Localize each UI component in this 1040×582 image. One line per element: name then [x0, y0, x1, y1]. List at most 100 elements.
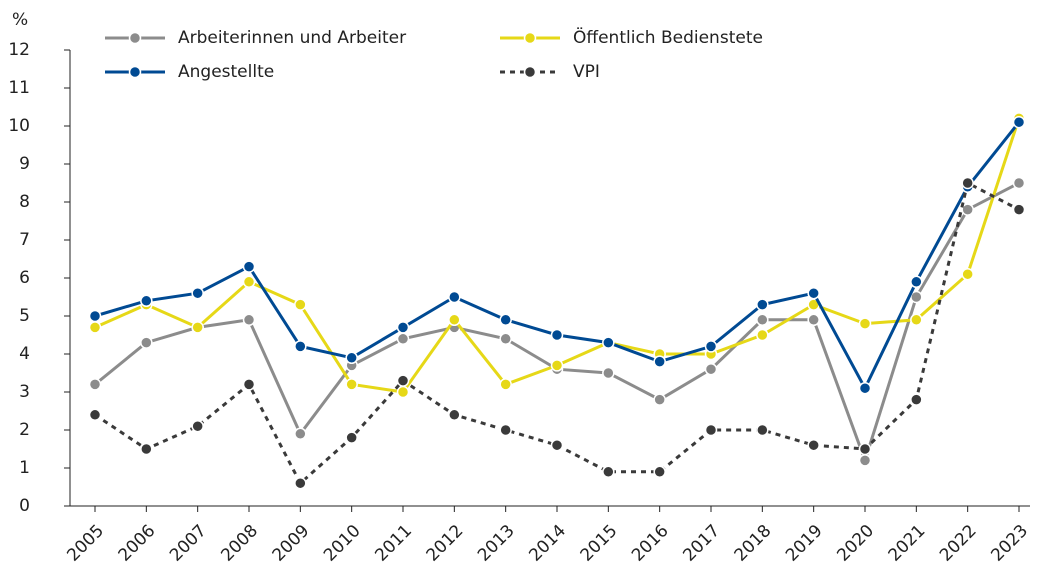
point [653, 465, 666, 479]
y-tick-label: 7 [19, 230, 30, 250]
point [807, 286, 820, 300]
point [448, 313, 461, 327]
point [602, 336, 615, 349]
point [191, 321, 204, 334]
point [910, 275, 923, 289]
point [294, 427, 307, 441]
point [756, 298, 769, 311]
point [858, 442, 872, 456]
x-tick-label: 2014 [525, 521, 570, 566]
legend-label: Arbeiterinnen und Arbeiter [178, 28, 406, 48]
legend-label: Angestellte [178, 62, 274, 82]
point [242, 260, 256, 273]
point [191, 419, 204, 433]
point [88, 321, 102, 334]
y-tick-label: 6 [19, 268, 30, 288]
x-tick-label: 2023 [987, 521, 1032, 566]
point [294, 298, 307, 311]
y-tick-label: 4 [19, 344, 30, 364]
point [88, 378, 102, 391]
point [961, 267, 974, 281]
point [704, 423, 718, 437]
point [1012, 176, 1026, 190]
y-tick-label: 12 [8, 40, 30, 60]
point [345, 431, 358, 444]
y-tick-label: 9 [19, 154, 30, 174]
point [961, 176, 974, 190]
point [910, 290, 923, 304]
point [910, 313, 923, 327]
point [910, 393, 923, 406]
x-tick-label: 2021 [885, 521, 930, 566]
point [602, 366, 615, 380]
point [294, 476, 307, 490]
legend-marker [523, 65, 537, 79]
point [396, 385, 410, 399]
legend-marker [128, 31, 142, 45]
point [499, 378, 512, 391]
point [396, 374, 410, 387]
x-tick-label: 2012 [423, 521, 468, 566]
point [807, 313, 820, 327]
y-tick-label: 0 [19, 496, 30, 516]
x-tick-label: 2015 [577, 521, 622, 566]
point [396, 321, 410, 334]
x-tick-label: 2009 [269, 521, 314, 566]
point [140, 442, 153, 456]
point [345, 378, 358, 391]
y-tick-label: 5 [19, 306, 30, 326]
point [88, 309, 102, 323]
y-tick-label: 8 [19, 192, 30, 212]
x-tick-label: 2008 [217, 521, 262, 566]
point [756, 313, 769, 327]
point [602, 465, 615, 479]
point [140, 294, 153, 308]
y-tick-label: 10 [8, 116, 30, 136]
point [191, 286, 204, 300]
point [140, 336, 153, 349]
point [396, 332, 410, 346]
y-tick-label: 1 [19, 458, 30, 478]
point [242, 378, 256, 391]
x-tick-label: 2019 [782, 521, 827, 566]
point [756, 423, 769, 437]
x-tick-label: 2013 [474, 521, 519, 566]
point [499, 423, 512, 437]
y-unit: % [12, 10, 28, 30]
legend-marker [128, 65, 142, 79]
point [858, 317, 872, 330]
y-tick-label: 11 [8, 78, 30, 98]
point [704, 362, 718, 376]
y-tick-label: 3 [19, 382, 30, 402]
x-tick-label: 2006 [115, 521, 160, 566]
point [1012, 115, 1026, 129]
x-tick-label: 2005 [63, 521, 108, 566]
x-tick-label: 2018 [731, 521, 776, 566]
point [294, 340, 307, 353]
x-tick-label: 2017 [679, 521, 724, 566]
legend-label: VPI [573, 62, 600, 82]
series-line [94, 117, 1021, 394]
x-tick-label: 2010 [320, 521, 365, 566]
y-tick-label: 2 [19, 420, 30, 440]
point [550, 359, 564, 372]
point [448, 290, 461, 304]
point [550, 328, 564, 342]
point [242, 313, 256, 327]
x-tick-label: 2022 [936, 521, 981, 566]
point [807, 438, 820, 452]
x-tick-label: 2007 [166, 521, 211, 566]
point [88, 408, 102, 422]
point [653, 393, 666, 406]
legend-marker [523, 31, 537, 45]
point [499, 332, 512, 346]
point [756, 328, 769, 342]
point [961, 203, 974, 216]
point [653, 355, 666, 368]
x-tick-label: 2011 [371, 521, 416, 566]
point [448, 408, 461, 422]
point [858, 381, 872, 395]
point [550, 438, 564, 452]
point [242, 275, 256, 289]
